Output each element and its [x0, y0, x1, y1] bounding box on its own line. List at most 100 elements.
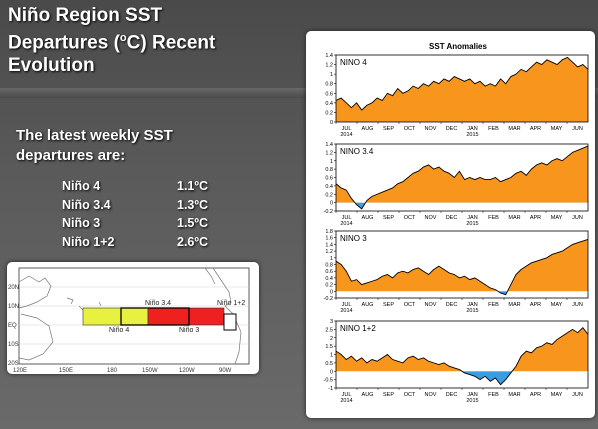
x-tick-label: JUL	[342, 302, 352, 308]
lon-label: 150E	[59, 368, 73, 374]
y-tick-label: 0.6	[325, 91, 333, 97]
y-tick-label: 0	[330, 120, 333, 126]
x-tick-label: AUG	[362, 302, 374, 308]
x-tick-label: JUN	[572, 126, 583, 132]
y-tick-label: 0.8	[325, 167, 333, 173]
nino-regions-map: 20N 10N EQ 10S 20S 120E 150E 180 150W 12…	[7, 262, 259, 374]
y-tick-label: 0.8	[325, 263, 333, 269]
y-tick-label: 1.8	[325, 229, 333, 235]
x-tick-label: SEP	[383, 302, 394, 308]
y-tick-label: 1.4	[325, 242, 333, 248]
y-tick-label: 2	[330, 336, 333, 342]
nino12-region	[223, 313, 237, 331]
departure-row-nino3: Niño 3 1.5ºC	[62, 216, 208, 230]
positive-area	[336, 146, 588, 203]
y-tick-label: -0.2	[324, 296, 333, 302]
x-tick-label: JUN	[572, 215, 583, 221]
nino3-region	[147, 307, 225, 326]
x-tick-label: APR	[530, 126, 541, 132]
panel-label: NINO 3	[340, 234, 367, 243]
chart-svg: SST Anomalies NINO 400.20.40.60.811.21.4…	[324, 42, 589, 404]
lat-labels: 20N 10N EQ 10S 20S	[8, 285, 19, 367]
y-tick-label: 1	[330, 353, 333, 359]
y-tick-label: 0	[330, 201, 333, 207]
year-label: 2015	[466, 132, 478, 138]
lon-label: 90W	[219, 368, 232, 374]
series-line	[336, 327, 588, 386]
lat-label: 20S	[8, 361, 19, 367]
y-tick-label: -0.5	[324, 378, 333, 384]
map-gridlines	[19, 286, 249, 345]
lon-label: 120E	[13, 368, 27, 374]
y-tick-label: 0.2	[325, 192, 333, 198]
x-tick-label: AUG	[362, 392, 374, 398]
year-label: 2014	[340, 221, 352, 227]
y-tick-label: 1	[330, 159, 333, 165]
header-divider	[0, 88, 598, 98]
x-tick-label: MAY	[551, 392, 563, 398]
lon-labels: 120E 150E 180 150W 120W 90W	[13, 368, 232, 374]
y-tick-label: 0.4	[325, 101, 333, 107]
lon-label: 180	[107, 368, 118, 374]
y-tick-label: 2.5	[325, 327, 333, 333]
positive-area	[336, 239, 588, 292]
x-tick-label: OCT	[404, 215, 416, 221]
x-tick-label: DEC	[446, 392, 458, 398]
x-tick-label: MAY	[551, 215, 563, 221]
y-tick-label: 0.2	[325, 283, 333, 289]
x-tick-label: FEB	[488, 302, 499, 308]
x-tick-label: SEP	[383, 392, 394, 398]
x-tick-label: APR	[530, 215, 541, 221]
panel-label: NINO 1+2	[340, 324, 376, 333]
x-tick-label: JUL	[342, 126, 352, 132]
y-tick-label: 0.2	[325, 110, 333, 116]
nino34-region	[120, 307, 190, 326]
lat-label: EQ	[8, 323, 17, 329]
y-tick-label: 0.6	[325, 269, 333, 275]
nino34-label: Niño 3.4	[145, 300, 171, 307]
y-tick-label: -0.2	[324, 209, 333, 215]
x-tick-label: JUN	[572, 392, 583, 398]
x-tick-label: OCT	[404, 392, 416, 398]
x-tick-label: MAR	[508, 392, 520, 398]
x-tick-label: APR	[530, 302, 541, 308]
x-tick-label: SEP	[383, 126, 394, 132]
y-tick-label: 1	[330, 72, 333, 78]
year-label: 2015	[466, 308, 478, 314]
panel-label: NINO 3.4	[340, 147, 374, 156]
panel-nino-3-4: NINO 3.4 -0.2 0 0.2 0.4 0.6 0.8 1 1.2 1.4 JUL AUG SE…	[324, 142, 589, 227]
nino3-label: Niño 3	[179, 327, 199, 334]
x-tick-label: NOV	[425, 215, 437, 221]
x-tick-label: DEC	[446, 126, 458, 132]
x-tick-label: SEP	[383, 215, 394, 221]
x-tick-label: NOV	[425, 392, 437, 398]
y-tick-label: 0.4	[325, 276, 333, 282]
panel-nino-1-2: NINO 1+2 -1 -0.5 0 0.5 1 1.5 2 2.5 3 JUL AUG SEP OCT N…	[324, 319, 589, 404]
x-tick-label: MAY	[551, 302, 563, 308]
x-tick-label: MAR	[508, 126, 520, 132]
y-tick-label: 1.4	[325, 53, 333, 59]
x-tick-label: MAR	[508, 302, 520, 308]
page-title: Niño Region SST Departures (oC) Recent E…	[8, 5, 216, 77]
year-label: 2015	[466, 398, 478, 404]
x-tick-label: JAN	[467, 392, 477, 398]
coastlines	[18, 267, 242, 365]
lon-label: 150W	[142, 368, 158, 374]
x-tick-label: MAR	[508, 215, 520, 221]
sst-anomalies-chart: SST Anomalies NINO 4 0 0.2 0.4 0.6 0.8 1 1.2 1.4…	[306, 31, 595, 418]
y-tick-label: 0.6	[325, 176, 333, 182]
y-tick-label: 0.5	[325, 361, 333, 367]
y-tick-label: -1	[328, 386, 333, 392]
y-tick-label: 1.6	[325, 236, 333, 242]
x-tick-label: JUL	[342, 215, 352, 221]
y-tick-label: 1	[330, 256, 333, 262]
x-tick-label: DEC	[446, 302, 458, 308]
y-tick-label: 1.2	[325, 63, 333, 69]
x-tick-label: OCT	[404, 126, 416, 132]
y-tick-label: 0.4	[325, 184, 333, 190]
year-label: 2015	[466, 221, 478, 227]
x-tick-label: AUG	[362, 215, 374, 221]
chart-title: SST Anomalies	[429, 42, 487, 51]
y-tick-label: 0	[330, 369, 333, 375]
x-tick-label: OCT	[404, 302, 416, 308]
